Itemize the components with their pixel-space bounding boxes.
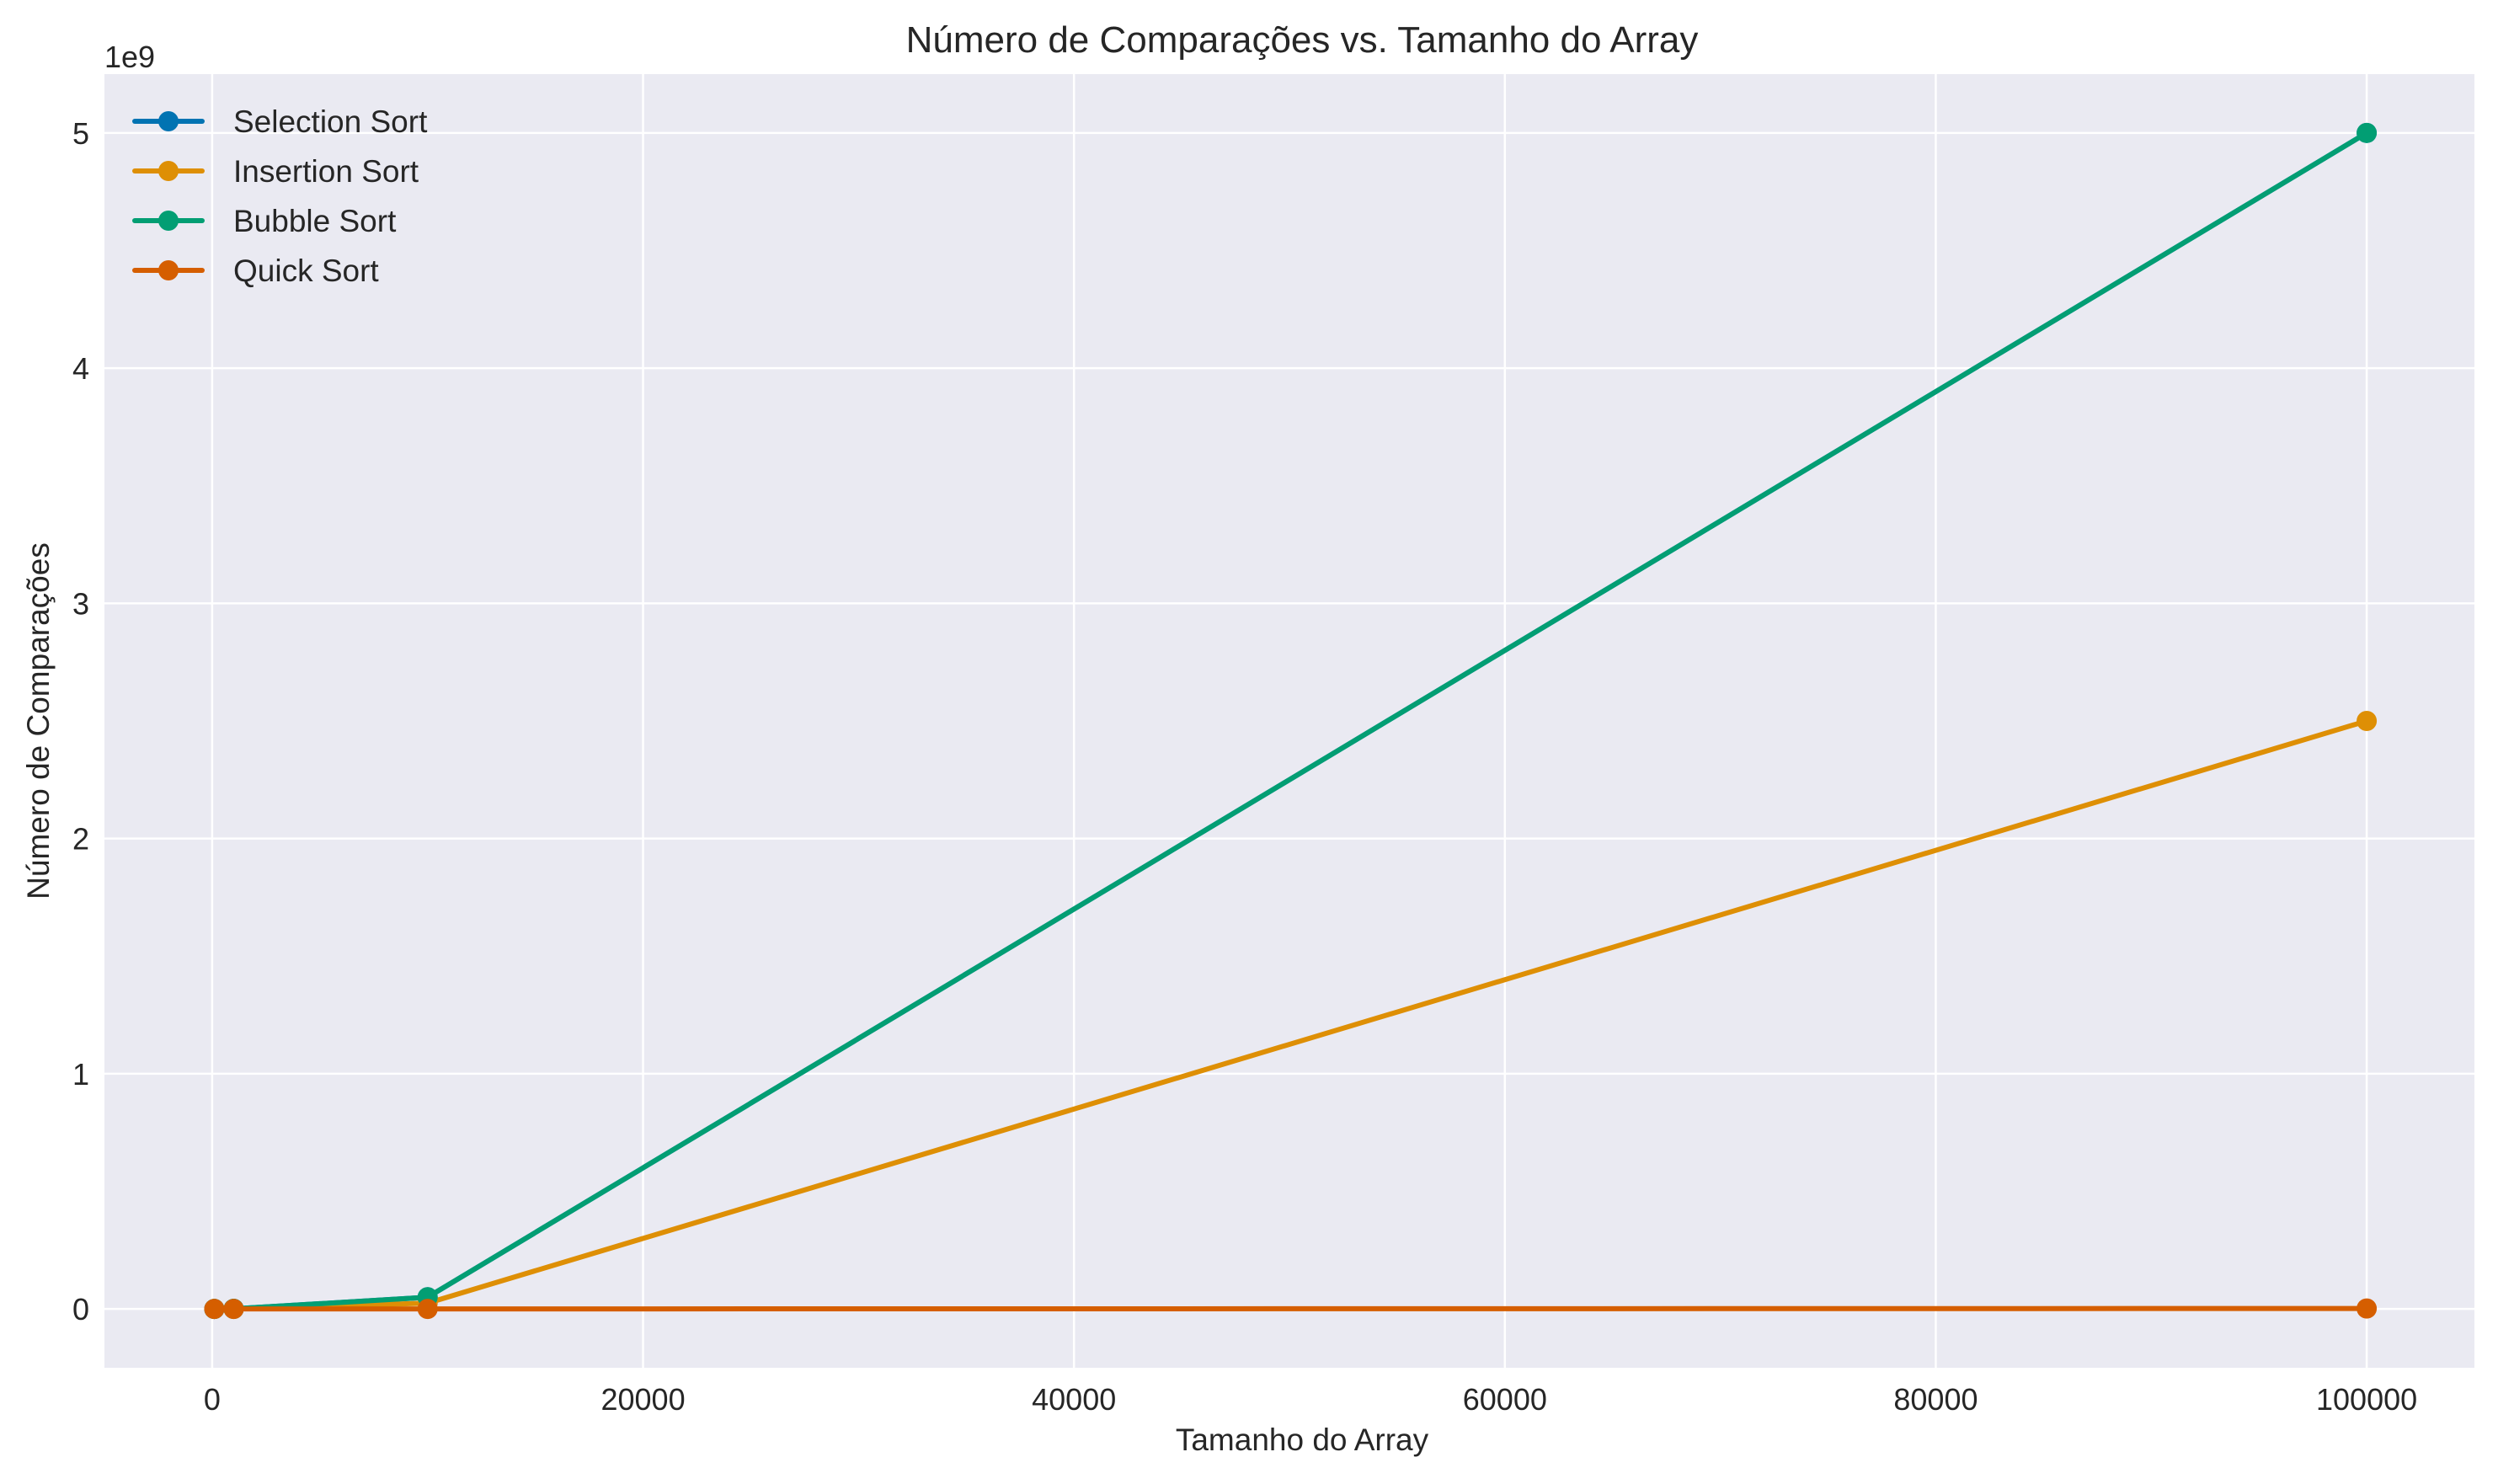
legend: Selection Sort Insertion Sort Bubble Sort Q… — [132, 104, 428, 288]
x-tick-label: 0 — [204, 1382, 221, 1417]
legend-item-insertion-sort: Insertion Sort — [132, 154, 419, 189]
legend-label-bubble-sort: Bubble Sort — [233, 204, 397, 238]
legend-label-selection-sort: Selection Sort — [233, 104, 428, 139]
legend-item-bubble-sort: Bubble Sort — [132, 204, 397, 238]
legend-marker-quick-sort — [158, 260, 179, 280]
data-point-quick-sort — [223, 1299, 244, 1320]
data-point-quick-sort — [2357, 1298, 2378, 1319]
y-tick-label: 3 — [72, 586, 89, 621]
data-point-bubble-sort — [2357, 122, 2378, 143]
y-tick-label: 4 — [72, 351, 89, 386]
y-tick-label: 1 — [72, 1057, 89, 1092]
data-point-insertion-sort — [2357, 711, 2378, 731]
legend-item-quick-sort: Quick Sort — [132, 254, 379, 288]
x-tick-label: 40000 — [1032, 1382, 1116, 1417]
chart-title: Número de Comparações vs. Tamanho do Arr… — [906, 19, 1699, 61]
legend-marker-bubble-sort — [158, 211, 179, 231]
x-axis-ticks: 0 20000 40000 60000 80000 100000 — [204, 1382, 2417, 1417]
series-layer — [204, 122, 2378, 1320]
data-point-quick-sort — [204, 1299, 225, 1320]
y-axis-ticks: 0 1 2 3 4 5 — [72, 116, 89, 1327]
legend-item-selection-sort: Selection Sort — [132, 104, 428, 139]
series-line-quick-sort — [211, 1305, 2370, 1312]
y-tick-label: 0 — [72, 1292, 89, 1327]
plot-area — [104, 74, 2474, 1368]
x-tick-label: 100000 — [2316, 1382, 2417, 1417]
y-axis-label: Número de Comparações — [21, 542, 56, 899]
y-axis-offset-label: 1e9 — [104, 40, 155, 74]
legend-marker-selection-sort — [158, 111, 179, 131]
legend-marker-insertion-sort — [158, 161, 179, 181]
x-tick-label: 20000 — [600, 1382, 685, 1417]
series-quick-sort — [204, 1298, 2378, 1320]
y-tick-label: 2 — [72, 822, 89, 857]
legend-label-insertion-sort: Insertion Sort — [233, 154, 419, 189]
x-tick-label: 80000 — [1893, 1382, 1978, 1417]
y-tick-label: 5 — [72, 116, 89, 151]
x-tick-label: 60000 — [1463, 1382, 1547, 1417]
legend-label-quick-sort: Quick Sort — [233, 254, 379, 288]
x-axis-label: Tamanho do Array — [1176, 1423, 1429, 1457]
data-point-quick-sort — [417, 1299, 438, 1320]
